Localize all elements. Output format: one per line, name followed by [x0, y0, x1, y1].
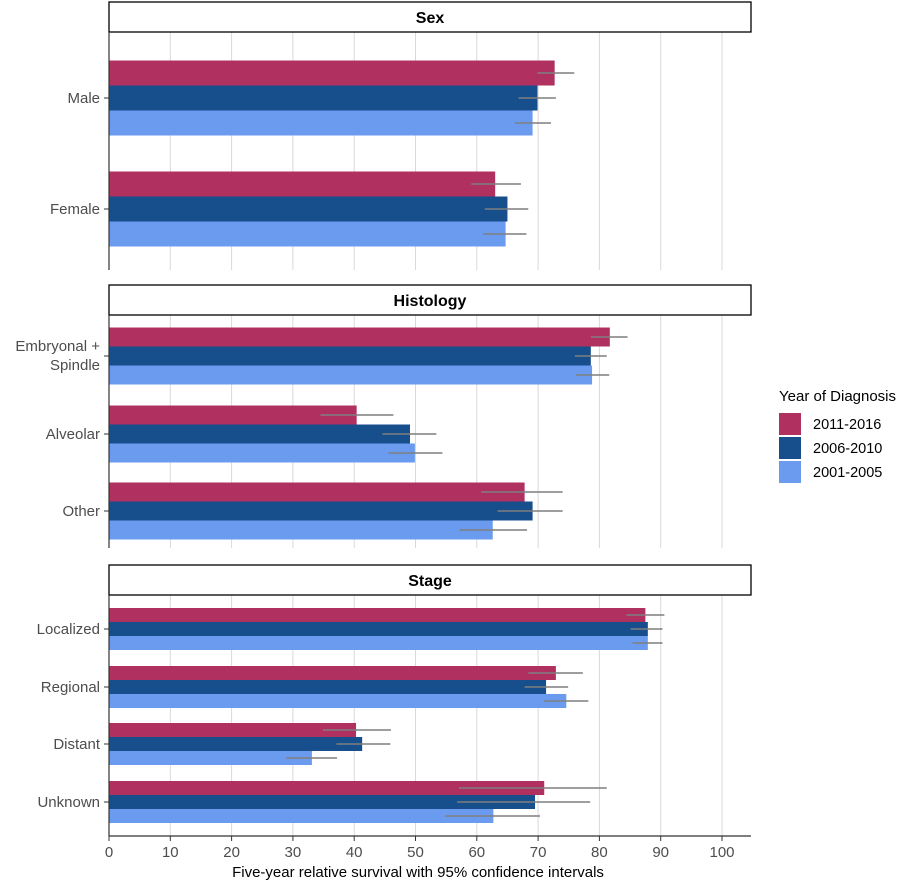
category-label: Distant [53, 736, 101, 753]
bar [109, 636, 648, 650]
x-axis-label: Five-year relative survival with 95% con… [232, 864, 604, 881]
panel-sex: Sex Male Female [50, 1, 752, 270]
x-tick-label: 30 [285, 844, 302, 861]
category-group: Embryonal + Spindle [15, 327, 628, 385]
category-group: Localized [37, 608, 665, 650]
bar [109, 680, 547, 694]
bar [109, 737, 363, 751]
bar [109, 622, 648, 636]
category-label: Alveolar [46, 426, 100, 443]
bar [109, 751, 312, 765]
facet-title: Sex [416, 10, 445, 27]
category-group: Female [50, 171, 529, 247]
category-group: Unknown [37, 781, 607, 823]
x-tick-label: 10 [162, 844, 179, 861]
legend-title: Year of Diagnosis [779, 388, 896, 405]
x-tick-label: 100 [709, 844, 734, 861]
x-tick-label: 50 [407, 844, 424, 861]
bar [109, 196, 508, 222]
bar [109, 60, 555, 86]
bar [109, 501, 533, 521]
bar [109, 443, 415, 463]
bar [109, 346, 591, 366]
bar [109, 85, 538, 111]
category-label: Male [67, 90, 100, 107]
category-label: Unknown [37, 794, 100, 811]
panel-histology: Histology Embryonal + Spindle Alveolar Other [15, 284, 752, 548]
bar [109, 424, 410, 444]
bar [109, 694, 567, 708]
legend-swatch [779, 461, 801, 483]
x-tick-label: 90 [652, 844, 669, 861]
category-group: Other [62, 482, 563, 540]
category-label: Localized [37, 621, 100, 638]
category-group: Alveolar [46, 405, 443, 463]
x-tick-label: 20 [223, 844, 240, 861]
bar [109, 520, 493, 540]
bar [109, 221, 506, 247]
category-group: Regional [41, 666, 589, 708]
x-tick-label: 70 [530, 844, 547, 861]
legend-label: 2001-2005 [813, 465, 882, 481]
bar [109, 327, 610, 347]
category-label: Spindle [50, 357, 100, 374]
panel-stage: Stage Localized Regional Distant Unknown [37, 564, 752, 836]
legend-label: 2006-2010 [813, 441, 882, 457]
bar [109, 365, 593, 385]
bar [109, 666, 556, 680]
x-tick-label: 80 [591, 844, 608, 861]
category-group: Distant [53, 723, 391, 765]
legend-swatch [779, 413, 801, 435]
category-label: Embryonal + [15, 338, 100, 355]
legend-label: 2011-2016 [813, 417, 881, 433]
bar [109, 171, 496, 197]
legend-swatch [779, 437, 801, 459]
facet-strip [108, 1, 752, 33]
category-label: Regional [41, 679, 100, 696]
facet-strip [108, 564, 752, 596]
bar [109, 110, 533, 136]
x-tick-label: 0 [105, 844, 113, 861]
category-label: Other [62, 503, 100, 520]
bar [109, 608, 646, 622]
category-group: Male [67, 60, 575, 136]
facet-strip [108, 284, 752, 316]
bar [109, 723, 357, 737]
bar [109, 795, 536, 809]
category-label: Female [50, 201, 100, 218]
x-tick-label: 60 [468, 844, 485, 861]
legend: Year of Diagnosis 2011-2016 2006-2010 2001-… [779, 388, 896, 483]
bar [109, 405, 357, 425]
x-tick-label: 40 [346, 844, 363, 861]
bar [109, 809, 494, 823]
facet-title: Histology [394, 293, 467, 310]
bar [109, 781, 545, 795]
bar [109, 482, 525, 502]
facet-title: Stage [408, 573, 452, 590]
